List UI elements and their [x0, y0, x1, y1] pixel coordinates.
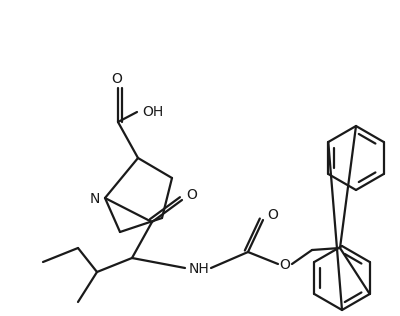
Text: O: O: [268, 208, 278, 222]
Text: OH: OH: [142, 105, 164, 119]
Text: NH: NH: [189, 262, 209, 276]
Text: O: O: [112, 72, 122, 86]
Text: N: N: [90, 192, 100, 206]
Text: O: O: [280, 258, 290, 272]
Text: O: O: [186, 188, 198, 202]
